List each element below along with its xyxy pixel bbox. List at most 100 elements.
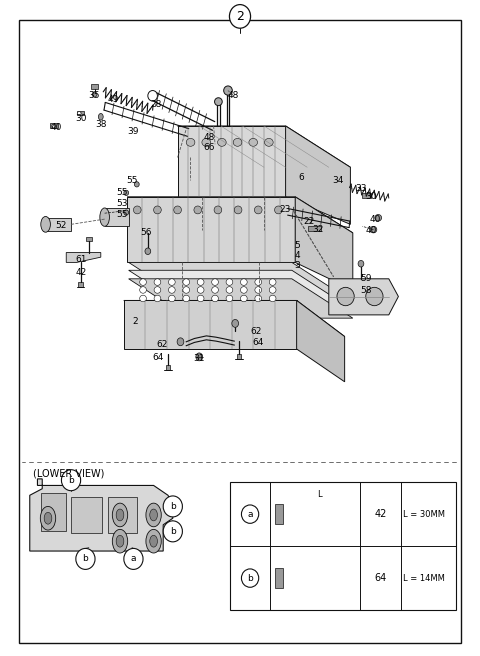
Text: 34: 34	[333, 176, 344, 185]
Text: 42: 42	[76, 268, 87, 277]
Text: 35: 35	[88, 91, 99, 100]
Ellipse shape	[77, 112, 81, 115]
Text: 66: 66	[203, 143, 215, 152]
Text: 55: 55	[126, 176, 138, 185]
Ellipse shape	[255, 295, 262, 302]
Ellipse shape	[150, 509, 157, 521]
Polygon shape	[166, 365, 170, 370]
Polygon shape	[275, 568, 283, 588]
Text: 40: 40	[370, 215, 381, 224]
Ellipse shape	[44, 512, 52, 524]
Polygon shape	[105, 208, 129, 226]
Ellipse shape	[255, 279, 262, 285]
Text: 55: 55	[117, 210, 128, 219]
Ellipse shape	[146, 503, 161, 527]
Text: (LOWER VIEW): (LOWER VIEW)	[33, 468, 104, 479]
Ellipse shape	[112, 503, 128, 527]
Ellipse shape	[183, 287, 190, 293]
Polygon shape	[77, 111, 84, 115]
Ellipse shape	[197, 287, 204, 293]
Ellipse shape	[234, 206, 242, 214]
Ellipse shape	[197, 279, 204, 285]
Ellipse shape	[212, 295, 218, 302]
Text: 53: 53	[117, 199, 128, 208]
Text: 22: 22	[303, 216, 314, 226]
Text: 62: 62	[156, 340, 168, 349]
Ellipse shape	[140, 295, 146, 302]
Bar	[41, 493, 66, 531]
Ellipse shape	[224, 86, 232, 95]
Ellipse shape	[124, 190, 129, 195]
Ellipse shape	[168, 295, 175, 302]
Ellipse shape	[217, 138, 226, 146]
Ellipse shape	[100, 208, 109, 226]
Polygon shape	[275, 504, 283, 524]
Text: 39: 39	[128, 127, 139, 136]
Polygon shape	[43, 218, 71, 231]
Ellipse shape	[212, 279, 218, 285]
Ellipse shape	[124, 548, 143, 569]
Ellipse shape	[145, 248, 151, 255]
Polygon shape	[91, 84, 98, 89]
Text: 30: 30	[365, 192, 377, 201]
Text: 6: 6	[299, 173, 304, 182]
Ellipse shape	[154, 206, 161, 214]
Ellipse shape	[116, 509, 124, 521]
Ellipse shape	[194, 206, 202, 214]
Ellipse shape	[168, 279, 175, 285]
Polygon shape	[362, 193, 371, 198]
Text: 38: 38	[95, 120, 107, 129]
Ellipse shape	[197, 295, 204, 302]
Text: 58: 58	[360, 286, 372, 295]
Ellipse shape	[76, 548, 95, 569]
Polygon shape	[66, 253, 101, 262]
Ellipse shape	[232, 319, 239, 327]
Ellipse shape	[112, 529, 128, 553]
Ellipse shape	[366, 287, 383, 306]
Ellipse shape	[40, 506, 56, 530]
Polygon shape	[127, 197, 295, 262]
Ellipse shape	[269, 287, 276, 293]
Text: 5: 5	[295, 241, 300, 251]
Polygon shape	[286, 126, 350, 224]
Polygon shape	[129, 279, 353, 318]
Ellipse shape	[124, 210, 129, 215]
Text: 52: 52	[56, 220, 67, 230]
Ellipse shape	[154, 287, 161, 293]
Text: 64: 64	[153, 353, 164, 362]
Ellipse shape	[240, 287, 247, 293]
Polygon shape	[78, 282, 83, 287]
Text: 2: 2	[236, 10, 244, 23]
Ellipse shape	[240, 279, 247, 285]
Text: a: a	[247, 510, 253, 519]
Ellipse shape	[229, 5, 251, 28]
Ellipse shape	[240, 295, 247, 302]
Polygon shape	[124, 300, 345, 337]
Ellipse shape	[214, 206, 222, 214]
Text: 59: 59	[360, 274, 372, 283]
Text: 64: 64	[374, 573, 386, 583]
Ellipse shape	[241, 569, 259, 587]
Text: b: b	[83, 554, 88, 564]
Text: 40: 40	[51, 123, 62, 133]
Ellipse shape	[269, 295, 276, 302]
Text: 61: 61	[76, 255, 87, 264]
Ellipse shape	[146, 529, 161, 553]
Text: 55: 55	[117, 188, 128, 197]
Polygon shape	[295, 197, 353, 290]
Ellipse shape	[215, 98, 222, 106]
Ellipse shape	[233, 138, 242, 146]
Ellipse shape	[241, 505, 259, 523]
Polygon shape	[308, 226, 321, 231]
Polygon shape	[178, 126, 286, 197]
Text: 30: 30	[75, 113, 86, 123]
Ellipse shape	[226, 295, 233, 302]
Text: 32: 32	[312, 225, 324, 234]
Text: 33: 33	[356, 184, 367, 193]
Ellipse shape	[269, 279, 276, 285]
Text: b: b	[68, 476, 74, 485]
Ellipse shape	[264, 138, 273, 146]
Ellipse shape	[183, 295, 190, 302]
Text: b: b	[170, 527, 176, 536]
Text: b: b	[170, 502, 176, 511]
